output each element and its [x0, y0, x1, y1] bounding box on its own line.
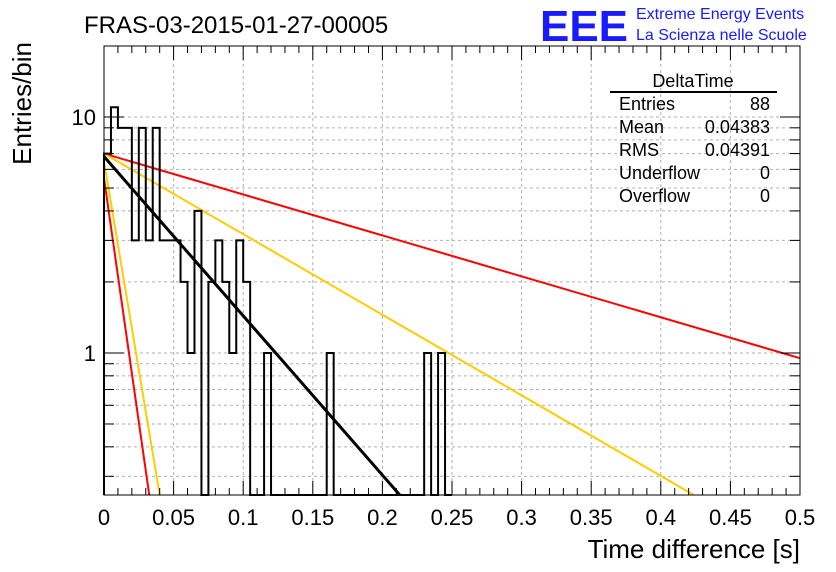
logo-line-1: Extreme Energy Events — [636, 6, 804, 23]
logo-line-2: La Scienza nelle Scuole — [636, 27, 807, 44]
stats-title: DeltaTime — [652, 71, 733, 91]
stats-value: 88 — [750, 94, 770, 114]
stats-label: Underflow — [619, 163, 701, 183]
histogram-outline — [103, 106, 452, 496]
stats-label: Mean — [619, 117, 664, 137]
x-tick-label: 0.35 — [570, 505, 613, 530]
logo-mark: EEE — [540, 2, 628, 51]
x-tick-label: 0.4 — [646, 505, 677, 530]
chart-title: FRAS-03-2015-01-27-00005 — [84, 12, 388, 39]
fit-line — [103, 152, 801, 360]
stats-value: 0.04391 — [705, 140, 770, 160]
x-tick-label: 0.45 — [709, 505, 752, 530]
x-tick-label: 0.2 — [367, 505, 398, 530]
x-tick-label: 0.5 — [785, 505, 816, 530]
stats-label: Entries — [619, 94, 675, 114]
eee-logo: EEE Extreme Energy Events La Scienza nel… — [540, 2, 807, 51]
stats-label: RMS — [619, 140, 659, 160]
stats-value: 0.04383 — [705, 117, 770, 137]
stats-label: Overflow — [619, 186, 691, 206]
axes: 0 0.05 0.1 0.15 0.2 0.25 0.3 0.35 0.4 0.45 0.5 1 10 — [72, 45, 816, 530]
stats-value: 0 — [760, 186, 770, 206]
x-tick-label: 0 — [98, 505, 110, 530]
x-tick-label: 0.1 — [228, 505, 259, 530]
fit-line — [103, 178, 151, 496]
x-tick-label: 0.25 — [431, 505, 474, 530]
fit-line — [102, 155, 401, 496]
y-tick-label: 1 — [84, 341, 96, 366]
x-tick-label: 0.3 — [506, 505, 537, 530]
x-tick-label: 0.05 — [152, 505, 195, 530]
y-axis-label: Entries/bin — [7, 42, 37, 165]
y-tick-label: 10 — [72, 105, 96, 130]
plot-frame — [103, 45, 801, 496]
x-axis-label: Time difference [s] — [588, 534, 800, 564]
stats-value: 0 — [760, 163, 770, 183]
fit-line — [103, 160, 161, 496]
fit-line — [103, 152, 695, 496]
stats-box: DeltaTime Entries 88 Mean 0.04383 RMS 0.04391… — [610, 71, 777, 206]
x-tick-label: 0.15 — [291, 505, 334, 530]
